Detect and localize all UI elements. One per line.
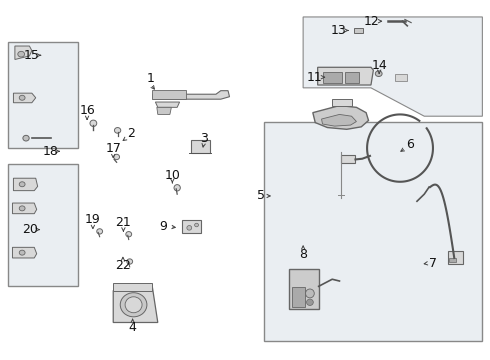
Ellipse shape bbox=[115, 127, 121, 133]
Ellipse shape bbox=[97, 229, 102, 234]
Polygon shape bbox=[153, 91, 229, 99]
Text: 3: 3 bbox=[200, 132, 208, 145]
Polygon shape bbox=[313, 105, 368, 129]
Text: 18: 18 bbox=[43, 145, 59, 158]
Polygon shape bbox=[321, 114, 356, 126]
Polygon shape bbox=[12, 203, 37, 214]
Ellipse shape bbox=[375, 71, 382, 77]
Text: 6: 6 bbox=[406, 138, 414, 151]
Ellipse shape bbox=[187, 226, 192, 230]
Text: 9: 9 bbox=[160, 220, 168, 233]
Ellipse shape bbox=[19, 206, 25, 211]
Bar bbox=[322, 72, 342, 82]
Text: 19: 19 bbox=[85, 213, 101, 226]
Text: 20: 20 bbox=[23, 223, 38, 236]
Bar bbox=[292, 287, 305, 307]
Text: 4: 4 bbox=[129, 321, 137, 334]
Polygon shape bbox=[13, 178, 38, 191]
Bar bbox=[395, 74, 407, 81]
Ellipse shape bbox=[174, 185, 180, 191]
Bar bbox=[341, 155, 355, 163]
Text: 21: 21 bbox=[116, 216, 131, 229]
Ellipse shape bbox=[114, 154, 120, 159]
Polygon shape bbox=[15, 46, 32, 59]
Bar bbox=[449, 258, 456, 262]
Ellipse shape bbox=[307, 299, 313, 306]
Ellipse shape bbox=[18, 51, 24, 57]
Ellipse shape bbox=[19, 250, 25, 255]
Ellipse shape bbox=[126, 231, 132, 237]
Bar bbox=[182, 220, 201, 233]
Bar bbox=[191, 140, 210, 153]
Ellipse shape bbox=[195, 223, 198, 227]
Ellipse shape bbox=[127, 259, 133, 264]
Text: 8: 8 bbox=[299, 248, 307, 261]
Polygon shape bbox=[12, 247, 37, 258]
Polygon shape bbox=[155, 102, 180, 107]
Polygon shape bbox=[318, 67, 373, 85]
Bar bbox=[354, 28, 363, 33]
Bar bbox=[152, 90, 186, 99]
Text: 10: 10 bbox=[165, 169, 180, 182]
Bar bbox=[265, 122, 482, 341]
Text: 15: 15 bbox=[24, 49, 40, 62]
Text: 22: 22 bbox=[115, 259, 131, 272]
Polygon shape bbox=[13, 93, 36, 103]
Text: 12: 12 bbox=[364, 15, 380, 28]
Bar bbox=[289, 269, 318, 309]
Bar bbox=[8, 42, 78, 148]
Polygon shape bbox=[303, 17, 482, 116]
Bar bbox=[8, 164, 78, 286]
Text: 5: 5 bbox=[257, 189, 265, 202]
Text: 1: 1 bbox=[147, 72, 154, 85]
Ellipse shape bbox=[19, 182, 25, 187]
Text: 7: 7 bbox=[429, 257, 437, 270]
Bar bbox=[448, 251, 463, 264]
Ellipse shape bbox=[23, 135, 29, 141]
Bar bbox=[332, 99, 352, 105]
Text: 16: 16 bbox=[79, 104, 95, 117]
Polygon shape bbox=[113, 284, 158, 323]
Ellipse shape bbox=[125, 297, 142, 313]
Bar bbox=[345, 72, 359, 82]
Text: 11: 11 bbox=[307, 71, 322, 84]
Bar bbox=[113, 283, 152, 291]
Polygon shape bbox=[157, 107, 172, 114]
Ellipse shape bbox=[90, 120, 97, 126]
Ellipse shape bbox=[120, 293, 147, 317]
Text: 2: 2 bbox=[127, 127, 135, 140]
Text: 13: 13 bbox=[331, 24, 347, 37]
Ellipse shape bbox=[19, 95, 25, 100]
Text: 17: 17 bbox=[105, 142, 121, 155]
Ellipse shape bbox=[306, 289, 314, 298]
Text: 14: 14 bbox=[371, 59, 387, 72]
